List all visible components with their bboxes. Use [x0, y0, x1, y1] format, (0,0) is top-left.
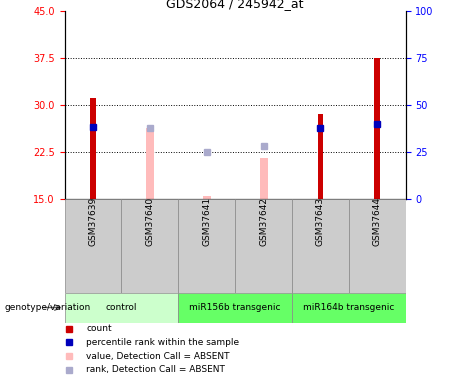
Bar: [121, 199, 178, 292]
Bar: [292, 199, 349, 292]
Bar: [235, 199, 292, 292]
Text: value, Detection Call = ABSENT: value, Detection Call = ABSENT: [86, 352, 230, 361]
Text: percentile rank within the sample: percentile rank within the sample: [86, 338, 239, 347]
Text: genotype/variation: genotype/variation: [5, 303, 91, 312]
Text: GSM37644: GSM37644: [373, 196, 382, 246]
Text: control: control: [106, 303, 137, 312]
Bar: [203, 196, 211, 199]
Text: GSM37639: GSM37639: [89, 196, 97, 246]
Bar: [292, 292, 406, 322]
Text: rank, Detection Call = ABSENT: rank, Detection Call = ABSENT: [86, 365, 225, 374]
Text: GSM37640: GSM37640: [145, 196, 154, 246]
Bar: [260, 158, 267, 199]
Bar: [90, 98, 96, 199]
Text: GSM37641: GSM37641: [202, 196, 211, 246]
Bar: [146, 128, 154, 199]
Text: miR164b transgenic: miR164b transgenic: [303, 303, 395, 312]
Bar: [178, 199, 235, 292]
Bar: [65, 199, 121, 292]
Text: miR156b transgenic: miR156b transgenic: [189, 303, 281, 312]
Bar: [178, 292, 292, 322]
Bar: [318, 114, 323, 199]
Text: GSM37642: GSM37642: [259, 196, 268, 246]
Title: GDS2064 / 245942_at: GDS2064 / 245942_at: [166, 0, 304, 10]
Text: GSM37643: GSM37643: [316, 196, 325, 246]
Bar: [65, 292, 178, 322]
Bar: [349, 199, 406, 292]
Text: count: count: [86, 324, 112, 333]
Bar: [374, 58, 380, 199]
